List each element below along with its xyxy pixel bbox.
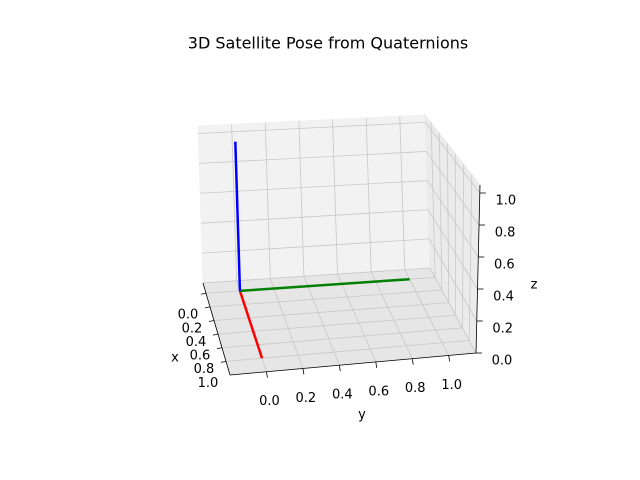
grid-line bbox=[198, 121, 426, 134]
grid-line bbox=[221, 327, 463, 349]
grid-line bbox=[430, 122, 436, 278]
grid-line bbox=[269, 278, 304, 369]
grid-line bbox=[429, 267, 477, 354]
z-tick-label: 0.0 bbox=[492, 354, 513, 369]
y-tick-label: 0.6 bbox=[368, 384, 389, 399]
grid-line bbox=[399, 116, 406, 270]
tick-mark bbox=[204, 306, 211, 309]
pose-axis-line bbox=[234, 141, 242, 291]
pose-axis-line bbox=[239, 277, 410, 293]
tick-mark bbox=[338, 365, 341, 372]
z-axis-label: z bbox=[531, 278, 538, 293]
grid-line bbox=[427, 209, 478, 290]
tick-mark bbox=[212, 333, 219, 336]
grid-line bbox=[425, 151, 480, 226]
grid-line bbox=[438, 133, 443, 291]
x-axis-label: x bbox=[171, 351, 179, 366]
grid-line bbox=[209, 289, 442, 308]
z-tick-label: 0.6 bbox=[494, 258, 515, 273]
z-axis-line bbox=[475, 184, 481, 354]
pose-axis-line bbox=[238, 290, 264, 359]
y-axis-label: y bbox=[358, 408, 366, 423]
x-tick-label: 0.8 bbox=[194, 362, 215, 377]
z-tick-label: 0.2 bbox=[492, 322, 513, 337]
tick-mark bbox=[375, 361, 378, 369]
grid-line bbox=[264, 122, 271, 279]
grid-line bbox=[424, 122, 481, 194]
grid-line bbox=[365, 117, 372, 272]
grid-line bbox=[404, 269, 450, 356]
x-tick-label: 0.4 bbox=[186, 335, 207, 350]
grid-line bbox=[468, 174, 473, 341]
grid-line bbox=[225, 340, 470, 362]
grid-line bbox=[217, 314, 456, 335]
grid-line bbox=[370, 271, 413, 359]
grid-line bbox=[447, 143, 450, 303]
grid-line bbox=[298, 121, 305, 277]
tick-mark bbox=[302, 368, 305, 375]
y-tick-label: 0.0 bbox=[259, 394, 280, 409]
grid-line bbox=[428, 238, 478, 322]
grid-line bbox=[337, 273, 377, 363]
tick-mark bbox=[266, 371, 268, 378]
back-pane bbox=[197, 114, 431, 284]
x-tick-label: 1.0 bbox=[198, 376, 219, 391]
grid-line bbox=[231, 124, 238, 281]
grid-line bbox=[332, 119, 338, 275]
y-tick-label: 0.4 bbox=[332, 388, 353, 403]
y-tick-label: 1.0 bbox=[441, 378, 462, 393]
z-tick-label: 0.8 bbox=[495, 226, 516, 241]
x-tick-label: 0.6 bbox=[190, 349, 211, 364]
grid-line bbox=[213, 302, 449, 321]
tick-mark bbox=[448, 355, 451, 362]
chart-title: 3D Satellite Pose from Quaternions bbox=[188, 34, 468, 53]
tick-mark bbox=[411, 358, 414, 365]
x-tick-label: 0.2 bbox=[182, 321, 203, 336]
z-tick-label: 1.0 bbox=[495, 194, 516, 209]
x-tick-label: 0.0 bbox=[178, 308, 199, 323]
tick-mark bbox=[200, 292, 207, 295]
y-tick-label: 0.8 bbox=[405, 381, 426, 396]
tick-mark bbox=[208, 320, 215, 322]
tick-mark bbox=[220, 360, 227, 363]
grid-line bbox=[461, 164, 465, 328]
x-axis-line bbox=[202, 282, 231, 376]
y-axis-line bbox=[229, 352, 477, 376]
grid-line bbox=[303, 276, 340, 366]
grid-line bbox=[426, 180, 479, 258]
tick-mark bbox=[216, 347, 223, 350]
y-tick-label: 0.2 bbox=[296, 391, 317, 406]
z-tick-label: 0.4 bbox=[493, 290, 514, 305]
